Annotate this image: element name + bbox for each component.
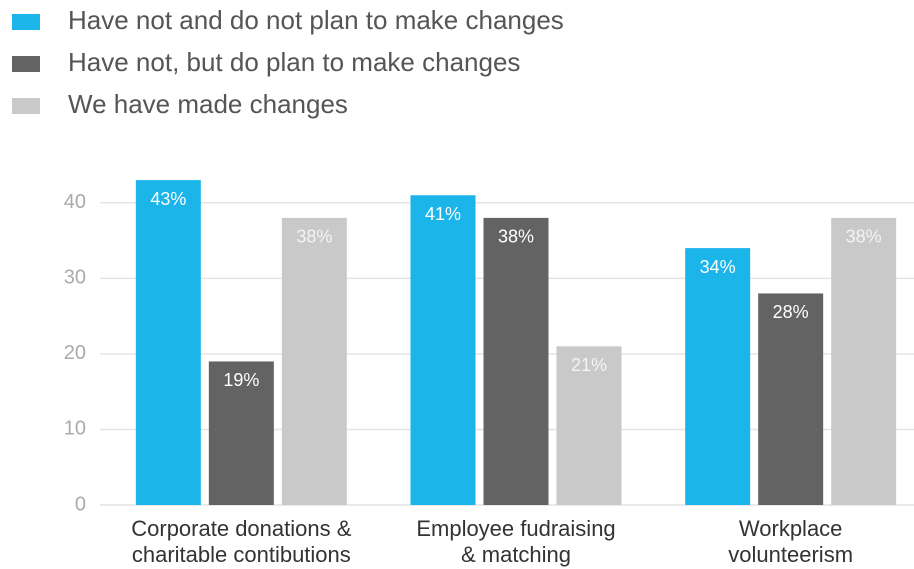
y-tick-label: 40 [64,191,86,213]
x-tick-label: & matching [461,542,571,567]
x-tick-label: volunteerism [728,542,853,567]
legend-swatch [12,56,40,72]
data-label: 38% [296,227,332,247]
bar [758,293,824,505]
data-label: 28% [773,302,809,322]
legend-swatch [12,98,40,114]
data-label: 38% [846,227,882,247]
bar [135,180,201,505]
bar [685,248,751,505]
legend-label: Have not and do not plan to make changes [68,5,564,35]
data-label: 41% [425,204,461,224]
x-tick-label: charitable contibutions [132,542,351,567]
x-tick-label: Workplace [739,516,843,541]
bar [281,217,347,505]
data-label: 38% [498,227,534,247]
data-label: 21% [571,355,607,375]
bar [831,217,897,505]
x-tick-label: Employee fudraising [416,516,615,541]
y-tick-label: 20 [64,342,86,364]
data-label: 34% [700,257,736,277]
bar [483,217,549,505]
y-tick-label: 30 [64,267,86,289]
data-label: 19% [223,370,259,390]
legend-label: We have made changes [68,89,348,119]
bar [556,346,622,505]
x-tick-label: Corporate donations & [131,516,351,541]
legend-label: Have not, but do plan to make changes [68,47,520,77]
bar [208,361,274,505]
bar [410,195,476,505]
y-tick-label: 10 [64,418,86,440]
legend-swatch [12,14,40,30]
data-label: 43% [150,189,186,209]
y-tick-label: 0 [75,493,86,515]
